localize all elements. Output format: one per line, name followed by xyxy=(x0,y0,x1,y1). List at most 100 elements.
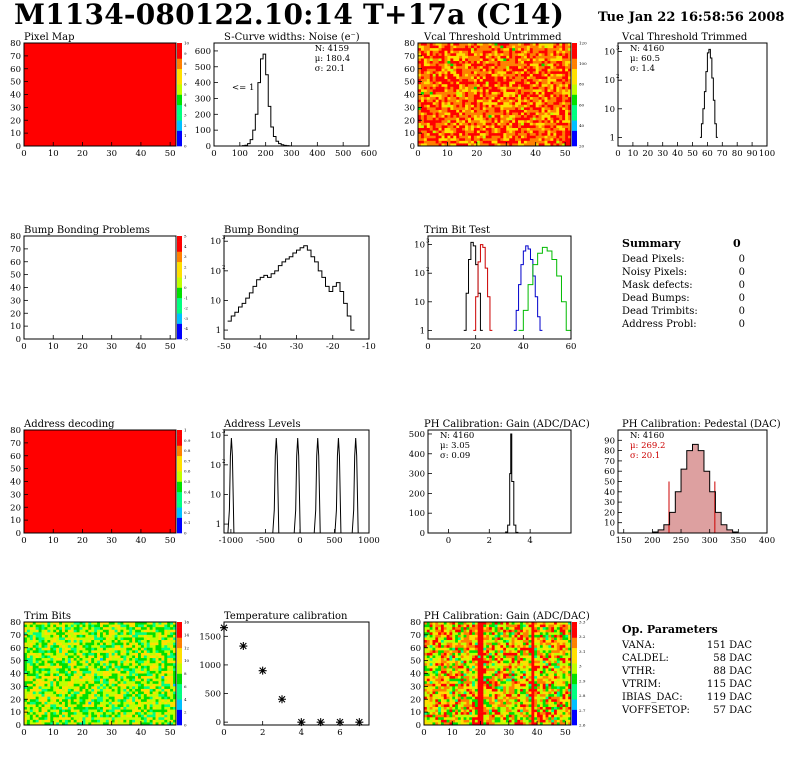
x-tick-label: 90 xyxy=(747,149,758,159)
summary-value: 0 xyxy=(739,319,745,330)
z-tick-label: 2.7 xyxy=(579,708,586,713)
stats-line: μ: 3.05 xyxy=(440,441,470,451)
x-tick-label: 500 xyxy=(326,536,342,546)
stats-line: N: 4159 xyxy=(315,44,349,54)
y-tick-label: 20 xyxy=(410,695,421,705)
y-tick-label: 40 xyxy=(410,670,421,680)
op-param-value: 57 DAC xyxy=(713,705,752,716)
y-tick-label: 300 xyxy=(195,94,211,104)
histogram-fill xyxy=(652,444,739,533)
address-peak xyxy=(351,438,359,534)
address-peak xyxy=(334,438,342,534)
x-tick-label: 40 xyxy=(672,149,683,159)
scatter-point xyxy=(239,642,248,651)
x-tick-label: 10 xyxy=(442,149,453,159)
z-tick-label: 5 xyxy=(184,234,187,239)
chart-title: PH Calibration: Pedestal (DAC) xyxy=(622,419,781,430)
z-tick-label: 2.8 xyxy=(579,693,586,698)
z-tick-label: -1 xyxy=(184,295,188,300)
scatter-point xyxy=(278,695,286,704)
summary-label: Mask defects: xyxy=(622,280,693,291)
address-peak xyxy=(227,438,235,534)
y-tick-label: 80 xyxy=(404,39,415,49)
y-tick-label: 0 xyxy=(420,529,425,539)
y-tick-label: 0 xyxy=(16,142,21,152)
y-tick-label: 60 xyxy=(10,258,21,268)
z-tick-label: 0.1 xyxy=(184,520,190,525)
z-tick-label: 12 xyxy=(184,645,190,650)
y-tick-label: 100 xyxy=(409,509,425,519)
x-tick-label: 0 xyxy=(446,536,451,546)
x-tick-label: 0 xyxy=(21,149,26,159)
z-tick-label: 0.2 xyxy=(184,510,191,515)
z-tick-label: 4 xyxy=(184,244,187,249)
x-tick-label: 0 xyxy=(415,149,420,159)
histogram-line xyxy=(652,443,739,533)
y-tick-label: 0 xyxy=(16,721,21,731)
chart-title: Pixel Map xyxy=(24,32,74,43)
y-tick-label: 50 xyxy=(10,78,21,88)
op-params-panel: Op. Parameters VANA: 151 DAC CALDEL: 58 DAC V… xyxy=(621,623,752,716)
chart-title: Vcal Threshold Trimmed xyxy=(621,32,748,43)
x-tick-label: 60 xyxy=(566,342,577,352)
color-scale: 2.6 2.7 2.8 2.9 3 3.1 3.2 3.3 xyxy=(572,620,586,728)
address-peak xyxy=(313,438,321,534)
y-tick-label: 10 xyxy=(604,105,615,115)
y-tick-label: 0 xyxy=(16,335,21,345)
x-tick-label: 4 xyxy=(527,536,532,546)
z-tick-label: 80 xyxy=(579,82,585,87)
y-tick-label: 600 xyxy=(195,47,211,57)
x-tick-label: 20 xyxy=(77,536,88,546)
plot-frame xyxy=(427,429,572,534)
z-tick-label: -4 xyxy=(184,326,188,331)
trim-series-1 xyxy=(473,244,493,331)
y-tick-label: 10 xyxy=(10,708,21,718)
x-tick-label: 50 xyxy=(165,536,176,546)
summary-title: Summary xyxy=(622,237,681,250)
y-tick-label: 10 xyxy=(210,431,221,441)
x-tick-label: 300 xyxy=(283,149,299,159)
x-tick-label: -40 xyxy=(253,342,267,352)
x-tick-label: 30 xyxy=(106,728,117,738)
y-tick-label: 0 xyxy=(416,721,421,731)
heatmap-cells xyxy=(424,622,572,726)
y-tick-label: 1 xyxy=(610,133,615,143)
chart-title: Vcal Threshold Untrimmed xyxy=(423,32,562,43)
chart-ph-gain-hist: PH Calibration: Gain (ADC/DAC) 0 2 4 0 100 200… xyxy=(409,419,590,546)
y-tick-label: 70 xyxy=(404,52,415,62)
chart-title: Trim Bits xyxy=(24,611,71,622)
stats-line: σ: 0.09 xyxy=(440,451,470,461)
chart-address-decoding: Address decoding 0 0.1 0.2 0.3 0.4 0.5 0.6 0.7 0.… xyxy=(10,419,191,546)
x-tick-label: 60 xyxy=(702,149,713,159)
x-tick-label: 0 xyxy=(421,728,426,738)
summary-value: 0 xyxy=(739,280,745,291)
z-tick-label: 2.9 xyxy=(579,678,586,683)
z-tick-label: 10 xyxy=(184,41,190,46)
summary-label: Address Probl: xyxy=(621,319,697,330)
x-tick-label: 6 xyxy=(337,728,342,738)
chart-ph-pedestal: PH Calibration: Pedestal (DAC)150 200 250 3… xyxy=(604,419,781,546)
plot-frame xyxy=(223,621,370,726)
y-tick-label: 10 xyxy=(10,129,21,139)
y-tick-label: 80 xyxy=(10,39,21,49)
histogram-line xyxy=(227,245,355,331)
y-tick-label: 50 xyxy=(10,465,21,475)
y-tick-label: 60 xyxy=(10,644,21,654)
page-title: M1134-080122.10:14 T+17a (C14) xyxy=(14,0,565,31)
z-tick-label: 4 xyxy=(184,102,187,107)
z-tick-label: 4 xyxy=(184,697,187,702)
z-tick-label: -2 xyxy=(184,306,188,311)
chart-temperature-calibration: Temperature calibration 0 2 4 6 0 500 1000 1500 xyxy=(199,611,370,738)
timestamp: Tue Jan 22 16:58:56 2008 xyxy=(598,10,785,25)
y-tick-label: 10 xyxy=(10,322,21,332)
x-tick-label: 10 xyxy=(48,149,59,159)
y-tick-label: 10 xyxy=(210,237,221,247)
x-tick-label: 30 xyxy=(106,536,117,546)
y-tick-label: 20 xyxy=(10,503,21,513)
x-tick-label: 2 xyxy=(260,728,265,738)
y-tick-label: 10 xyxy=(210,461,221,471)
chart-ph-gain-map: PH Calibration: Gain (ADC/DAC)2.62.72.82… xyxy=(410,611,590,738)
